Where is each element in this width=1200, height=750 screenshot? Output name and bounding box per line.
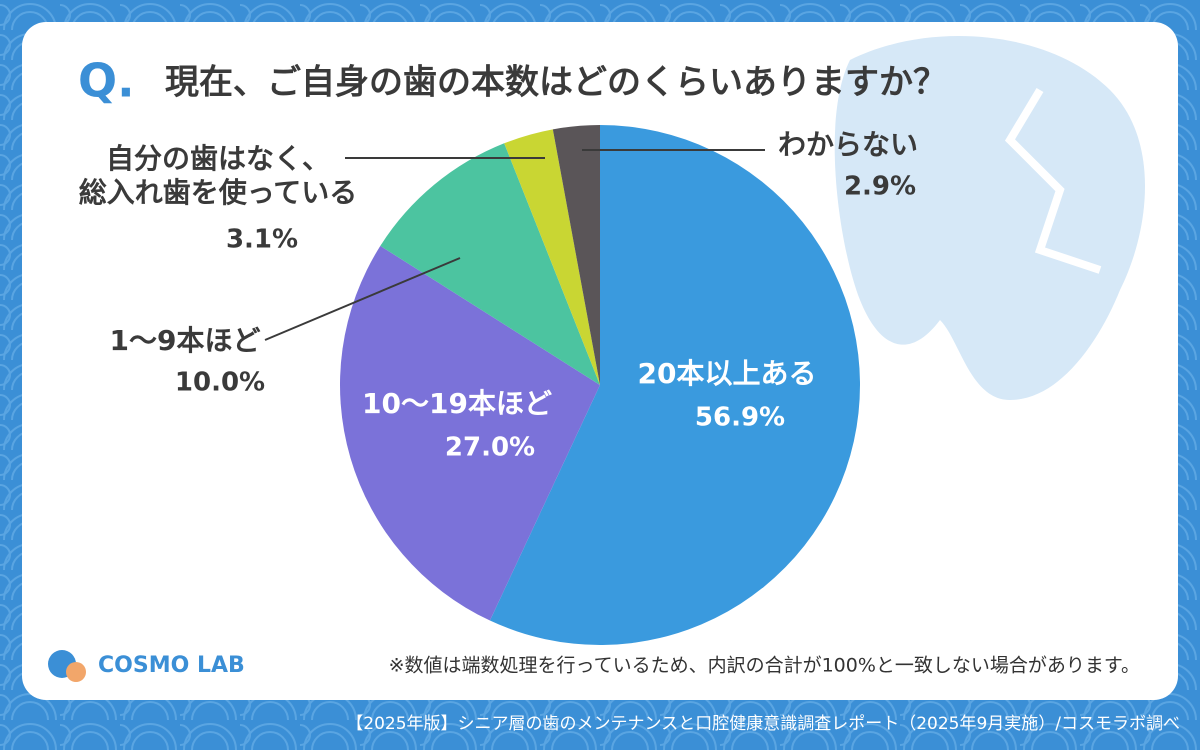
footer: 【2025年版】シニア層の歯のメンテナンスと口腔健康意識調査レポート（2025年… <box>346 714 1180 734</box>
value-label: 56.9% <box>695 403 785 433</box>
category-label-line: 1〜9本ほど <box>110 324 261 357</box>
tooth-decoration <box>834 36 1145 400</box>
pie-slice <box>552 125 600 385</box>
category-label-line: わからない <box>778 128 918 161</box>
pie <box>339 125 861 645</box>
category-label: 自分の歯はなく、総入れ歯を使っている <box>79 142 358 209</box>
value-label: 10.0% <box>175 368 265 398</box>
value-label: 3.1% <box>226 225 298 255</box>
category-label: 1〜9本ほど <box>110 324 261 357</box>
pie-slice <box>489 125 861 645</box>
value-label: 2.9% <box>844 172 916 202</box>
pie-slice <box>504 129 600 385</box>
category-label: わからない <box>778 128 918 161</box>
leader-line <box>264 257 461 341</box>
tooth-crack <box>1004 87 1102 274</box>
logo-icon <box>66 662 86 682</box>
category-label-line: 20本以上ある <box>638 357 817 390</box>
category-label: 10〜19本ほど <box>362 387 552 420</box>
category-label-line: 総入れ歯を使っている <box>79 176 358 209</box>
logo: COSMO LAB <box>98 653 245 678</box>
category-label: 20本以上ある <box>638 357 817 390</box>
category-label-line: 10〜19本ほど <box>362 387 552 420</box>
pie-slice <box>339 245 600 621</box>
pie-slice <box>380 143 600 385</box>
question-mark: Q. <box>78 54 135 108</box>
footnote: ※数値は端数処理を行っているため、内訳の合計が100%と一致しない場合があります… <box>389 655 1140 677</box>
chart-title: 現在、ご自身の歯の本数はどのくらいありますか？ <box>165 63 947 103</box>
value-label: 27.0% <box>445 433 535 463</box>
category-label-line: 自分の歯はなく、 <box>106 142 330 175</box>
